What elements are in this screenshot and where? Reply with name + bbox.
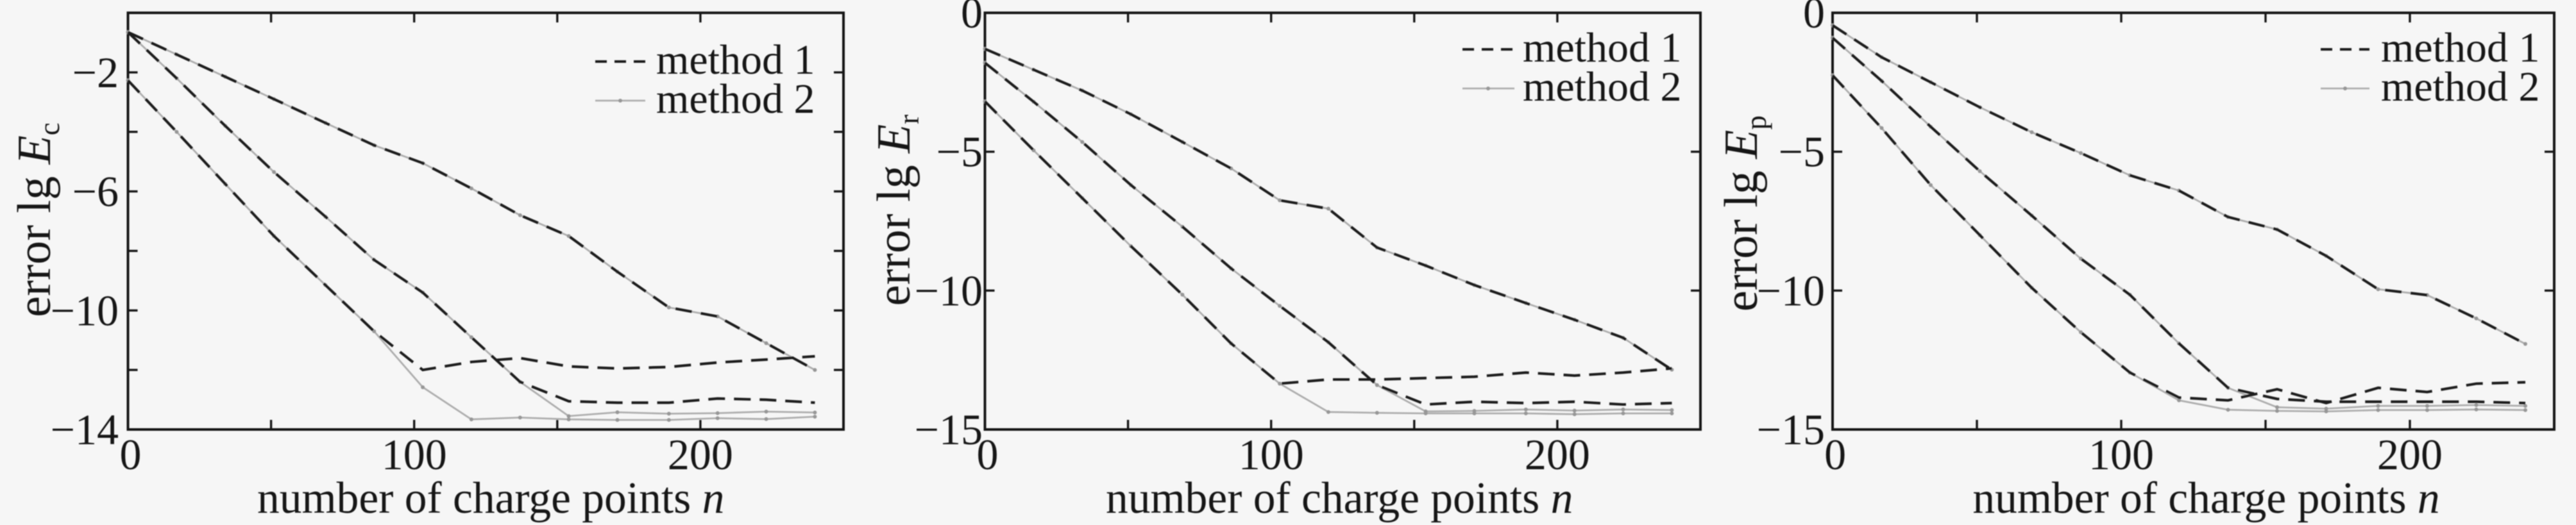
svg-text:−15: −15 <box>915 405 983 454</box>
svg-text:200: 200 <box>668 430 733 479</box>
svg-text:−14: −14 <box>51 405 119 454</box>
svg-text:−6: −6 <box>72 167 119 216</box>
svg-text:100: 100 <box>2089 430 2154 479</box>
svg-text:method 1: method 1 <box>1523 24 1681 71</box>
svg-text:−5: −5 <box>936 128 983 176</box>
svg-text:error lg Ep: error lg Ep <box>1715 115 1772 312</box>
svg-text:method 2: method 2 <box>1523 63 1681 110</box>
svg-text:0: 0 <box>1824 430 1846 479</box>
svg-text:0: 0 <box>1803 0 1825 37</box>
svg-text:0: 0 <box>961 0 983 37</box>
svg-text:−10: −10 <box>1757 266 1825 315</box>
svg-text:method 2: method 2 <box>2381 63 2539 110</box>
svg-text:method 2: method 2 <box>656 76 815 122</box>
svg-text:100: 100 <box>1239 430 1304 479</box>
svg-text:100: 100 <box>382 430 447 479</box>
svg-text:200: 200 <box>2377 430 2443 479</box>
svg-text:error lg Er: error lg Er <box>868 115 925 306</box>
svg-text:−10: −10 <box>51 286 119 335</box>
svg-text:−5: −5 <box>1779 128 1825 176</box>
svg-text:number of charge points n: number of charge points n <box>1972 474 2439 523</box>
svg-text:200: 200 <box>1525 430 1590 479</box>
svg-text:−2: −2 <box>72 48 119 97</box>
svg-text:0: 0 <box>977 430 999 479</box>
svg-text:method 1: method 1 <box>656 37 815 83</box>
svg-text:error lg Ec: error lg Ec <box>8 122 65 317</box>
svg-text:−15: −15 <box>1757 405 1825 454</box>
svg-text:−10: −10 <box>915 266 983 315</box>
svg-text:number of charge points n: number of charge points n <box>257 474 724 523</box>
svg-text:method 1: method 1 <box>2381 24 2539 71</box>
svg-text:number of charge points n: number of charge points n <box>1106 474 1573 523</box>
svg-text:0: 0 <box>120 430 142 479</box>
